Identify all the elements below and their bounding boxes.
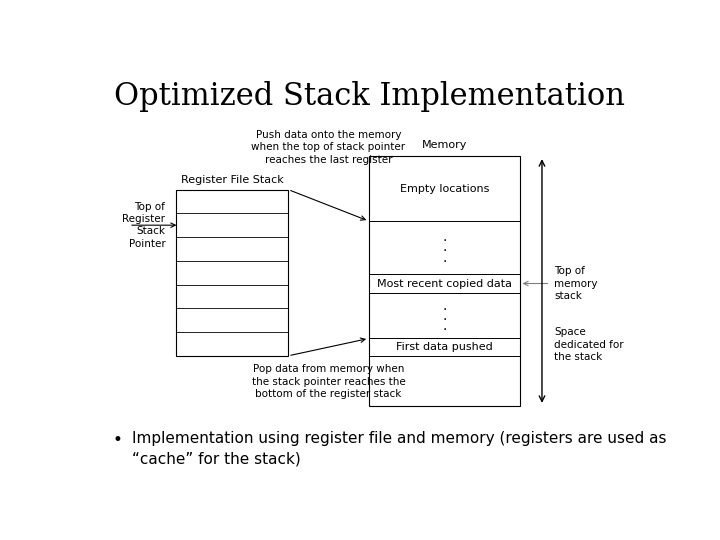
Bar xyxy=(176,190,288,356)
Text: Implementation using register file and memory (registers are used as
“cache” for: Implementation using register file and m… xyxy=(132,431,666,467)
Text: Pop data from memory when
the stack pointer reaches the
bottom of the register s: Pop data from memory when the stack poin… xyxy=(252,364,405,399)
Text: .: . xyxy=(442,230,446,244)
Text: Register File Stack: Register File Stack xyxy=(181,176,284,185)
Text: .: . xyxy=(442,309,446,323)
Text: .: . xyxy=(442,240,446,254)
Text: •: • xyxy=(112,431,122,449)
Text: Empty locations: Empty locations xyxy=(400,184,489,194)
Text: .: . xyxy=(442,299,446,313)
Text: Optimized Stack Implementation: Optimized Stack Implementation xyxy=(114,82,624,112)
Text: Memory: Memory xyxy=(422,140,467,150)
Bar xyxy=(369,156,520,406)
Text: Push data onto the memory
when the top of stack pointer
reaches the last registe: Push data onto the memory when the top o… xyxy=(251,130,405,165)
Text: .: . xyxy=(442,251,446,265)
Text: .: . xyxy=(442,319,446,333)
Text: Space
dedicated for
the stack: Space dedicated for the stack xyxy=(554,327,624,362)
Text: Top of
memory
stack: Top of memory stack xyxy=(554,266,598,301)
Text: First data pushed: First data pushed xyxy=(396,342,492,352)
Text: Most recent copied data: Most recent copied data xyxy=(377,279,512,288)
Text: Top of
Register
Stack
Pointer: Top of Register Stack Pointer xyxy=(122,201,166,249)
